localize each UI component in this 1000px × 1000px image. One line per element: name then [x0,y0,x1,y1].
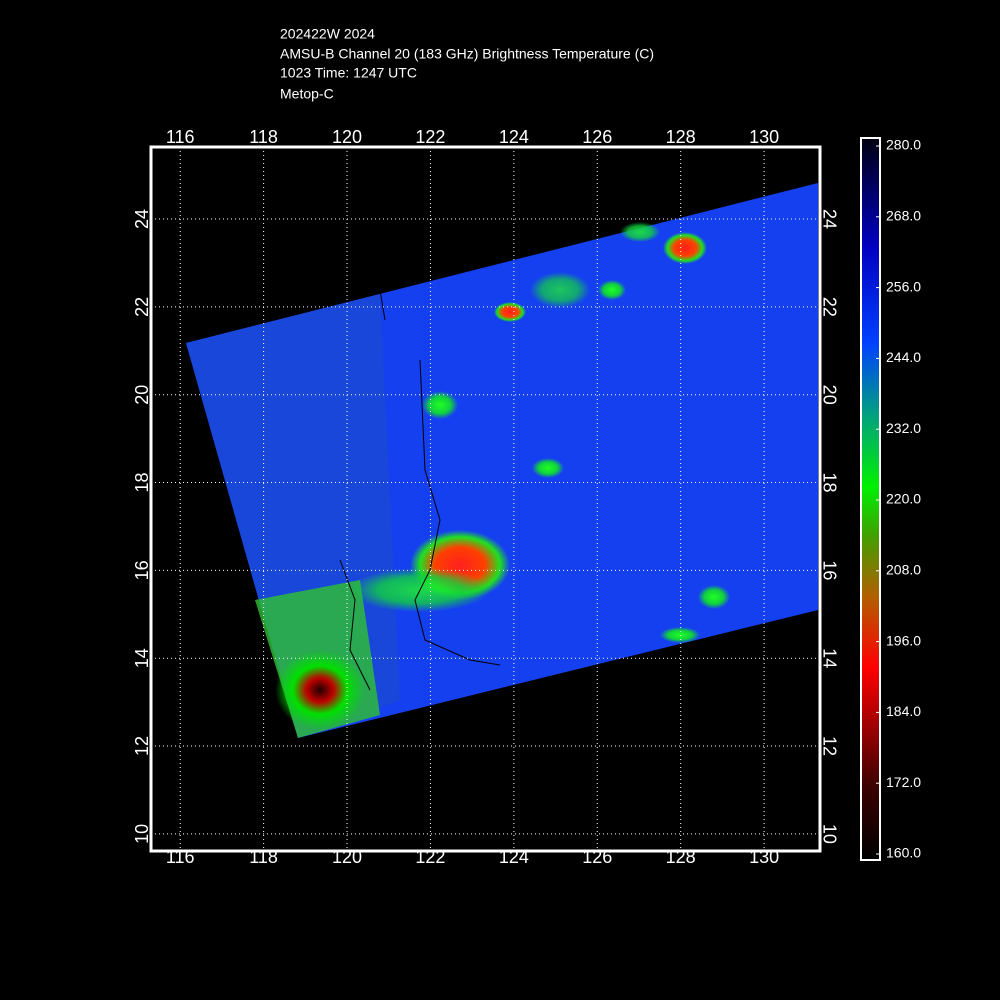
colorbar-tick-label: 280.0 [886,137,921,153]
grid [151,147,820,851]
lon-tick-label: 116 [166,847,195,867]
map-frame [149,145,822,853]
lon-tick-label: 126 [582,127,612,147]
colorbar-tick-label: 208.0 [886,562,921,578]
lat-tick-label: 14 [819,648,839,668]
lon-tick-label: 126 [582,847,612,867]
lat-tick-label: 16 [132,560,152,580]
satellite-swath [186,183,818,738]
lat-tick-label: 20 [132,385,152,405]
storm-core [275,650,365,730]
convection [598,280,626,300]
convection [532,458,564,478]
lat-tick-label: 10 [132,824,152,844]
lat-tick-label: 18 [132,473,152,493]
lat-tick-label: 14 [132,648,152,668]
convection [422,391,458,419]
lon-tick-label: 116 [166,127,195,147]
convection [660,627,700,643]
convection [620,222,660,242]
colorbar-tick-label: 220.0 [886,491,921,507]
colorbar-tick-label: 172.0 [886,774,921,790]
convection [530,272,590,308]
header-line: Metop-C [280,86,334,102]
colorbar-tick-label: 196.0 [886,632,921,648]
convection [494,302,526,322]
lat-tick-label: 18 [819,473,839,493]
colorbar-tick-label: 232.0 [886,420,921,436]
colorbar [860,137,881,861]
lon-tick-label: 118 [249,127,278,147]
colorbar-tick-label: 244.0 [886,349,921,365]
convection [663,232,707,264]
lat-tick-label: 22 [819,297,839,317]
lat-tick-label: 24 [132,209,152,229]
lat-tick-label: 24 [819,209,839,229]
lon-tick-label: 130 [749,847,779,867]
colorbar-tick-label: 256.0 [886,278,921,294]
lat-tick-label: 20 [819,385,839,405]
colorbar-tick-label: 160.0 [886,845,921,861]
lat-tick-label: 12 [132,736,152,756]
lon-tick-label: 122 [415,847,445,867]
lon-tick-label: 118 [249,847,278,867]
convection [698,585,730,609]
lon-tick-label: 120 [332,847,362,867]
colorbar-tick-label: 184.0 [886,703,921,719]
lon-tick-label: 124 [499,127,529,147]
lon-tick-label: 128 [666,127,696,147]
lat-tick-label: 22 [132,297,152,317]
lon-tick-label: 130 [749,127,779,147]
lat-tick-label: 10 [819,824,839,844]
header-line: 202422W 2024 [280,26,375,42]
lon-tick-label: 122 [415,127,445,147]
colorbar-tick-label: 268.0 [886,208,921,224]
lat-tick-label: 16 [819,560,839,580]
lon-tick-label: 124 [499,847,529,867]
lon-tick-label: 120 [332,127,362,147]
header-line: AMSU-B Channel 20 (183 GHz) Brightness T… [280,46,654,62]
header-line: 1023 Time: 1247 UTC [280,65,417,81]
lat-tick-label: 12 [819,736,839,756]
lon-tick-label: 128 [666,847,696,867]
